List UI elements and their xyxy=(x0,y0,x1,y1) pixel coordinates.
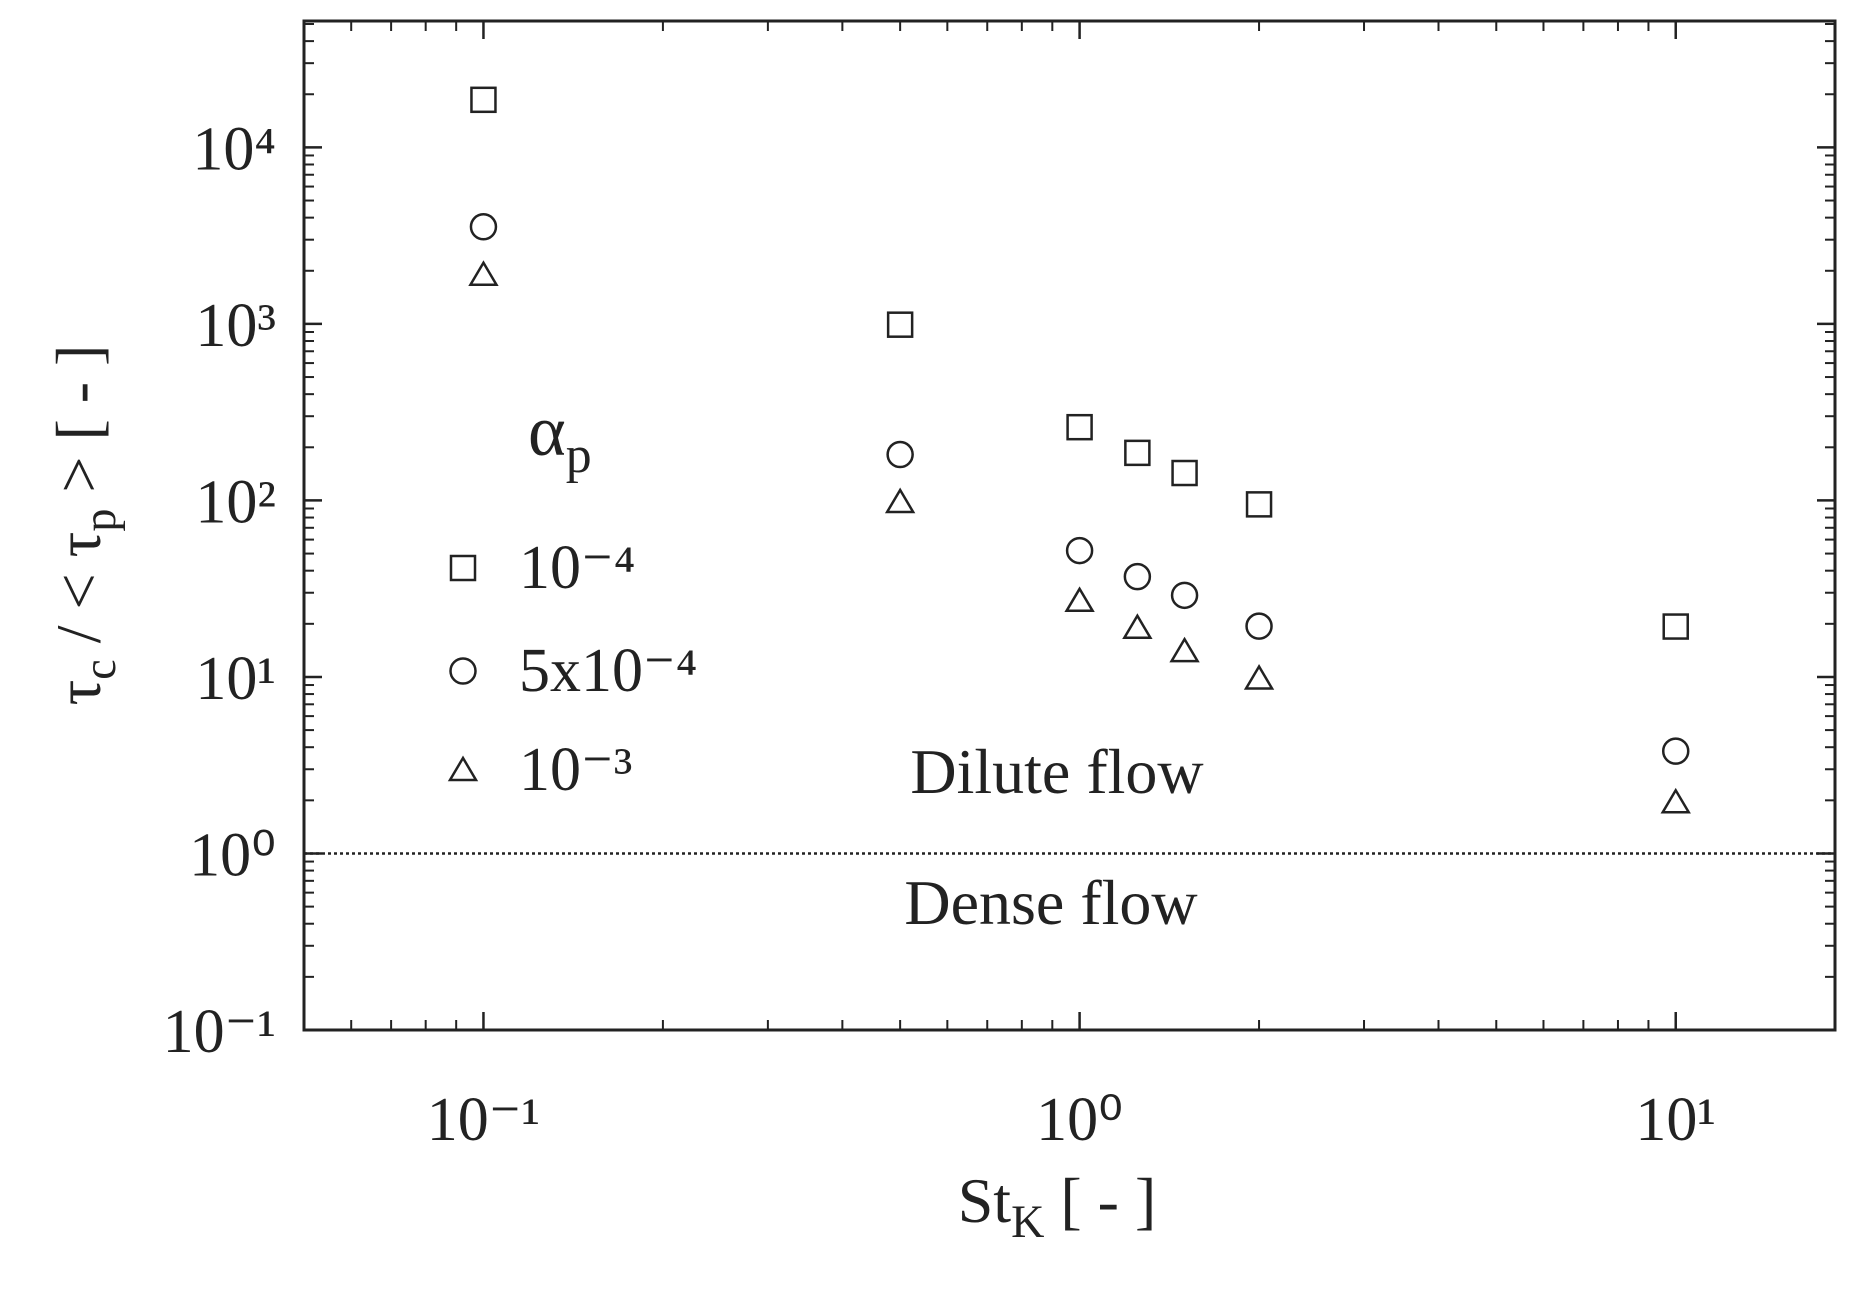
x-axis-label-part: K xyxy=(1011,1196,1044,1247)
marker-square xyxy=(886,311,914,338)
marker-square xyxy=(1124,439,1151,467)
marker-square xyxy=(1245,491,1273,518)
marker-square xyxy=(1066,413,1093,441)
legend-label: 5x10⁻⁴ xyxy=(519,637,697,705)
marker-circle xyxy=(469,213,498,241)
y-tick-label: 10⁴ xyxy=(192,116,276,184)
annotation: Dense flow xyxy=(904,867,1197,938)
y-axis-label-part: p xyxy=(74,509,125,532)
marker-square xyxy=(449,554,477,582)
x-tick-label: 10⁻¹ xyxy=(427,1086,540,1154)
x-axis-label-part: St xyxy=(958,1165,1012,1236)
y-axis-label-part: > [ - ] xyxy=(43,345,114,509)
x-axis-label: StK [ - ] xyxy=(958,1165,1157,1247)
marker-triangle xyxy=(1122,613,1153,639)
marker-triangle xyxy=(447,755,479,782)
marker-triangle xyxy=(1064,586,1095,613)
marker-triangle xyxy=(468,260,499,286)
y-tick-label: 10³ xyxy=(195,292,276,360)
x-tick-label: 10⁰ xyxy=(1036,1086,1123,1154)
legend-label: 10⁻⁴ xyxy=(519,534,635,602)
marker-circle xyxy=(1245,612,1273,640)
marker-square xyxy=(470,86,497,114)
y-axis-label: τc / < τp > [ - ] xyxy=(43,345,125,706)
marker-square xyxy=(1171,459,1198,487)
annotation: Dilute flow xyxy=(910,736,1203,807)
legend-label: 10⁻³ xyxy=(519,736,632,804)
marker-triangle xyxy=(884,487,916,514)
legend-title-part: α xyxy=(528,391,566,471)
y-axis-label-part: / < τ xyxy=(43,532,114,660)
marker-circle xyxy=(1661,737,1690,765)
x-axis-label-part: [ - ] xyxy=(1044,1165,1156,1236)
marker-square xyxy=(1662,613,1689,640)
x-tick-label: 10¹ xyxy=(1635,1086,1716,1154)
y-tick-label: 10⁻¹ xyxy=(163,998,276,1066)
marker-circle xyxy=(886,440,914,469)
y-tick-label: 10² xyxy=(195,469,276,537)
marker-circle xyxy=(1065,536,1094,565)
y-axis-label-part: c xyxy=(74,659,125,679)
legend-title: αp xyxy=(528,391,592,484)
marker-triangle xyxy=(1660,787,1691,814)
marker-circle xyxy=(1170,581,1199,610)
legend-title-part: p xyxy=(566,427,592,484)
marker-circle xyxy=(1123,562,1152,591)
y-tick-label: 10⁰ xyxy=(189,822,276,890)
y-tick-label: 10¹ xyxy=(195,645,276,713)
marker-triangle xyxy=(1243,664,1275,690)
y-axis-label-part: τ xyxy=(43,680,114,706)
marker-circle xyxy=(449,657,477,685)
plot-frame xyxy=(302,19,1837,1032)
marker-triangle xyxy=(1169,636,1200,663)
